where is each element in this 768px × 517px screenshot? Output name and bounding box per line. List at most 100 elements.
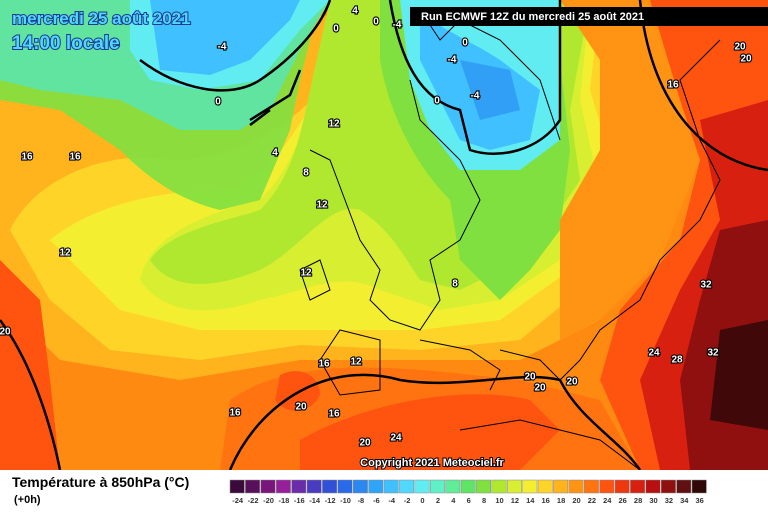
colorbar-swatch: [429, 479, 445, 494]
colorbar-swatch: [275, 479, 291, 494]
contour-label: 16: [328, 409, 340, 420]
contour-label: 0: [434, 96, 440, 107]
contour-label: 16: [21, 152, 33, 163]
colorbar-label: 30: [649, 496, 657, 505]
colorbar-swatch: [491, 479, 507, 494]
colorbar-label: 22: [588, 496, 596, 505]
colorbar-label: 26: [619, 496, 627, 505]
contour-label: -4: [393, 20, 402, 31]
contour-label: 20: [740, 54, 752, 65]
contour-label: 12: [350, 357, 362, 368]
contour-label: 20: [566, 377, 578, 388]
colorbar-label: -6: [373, 496, 380, 505]
colorbar-label: 20: [572, 496, 580, 505]
copyright: Copyright 2021 Meteociel.fr: [360, 457, 504, 469]
colorbar-swatch: [630, 479, 646, 494]
colorbar-swatch: [414, 479, 430, 494]
colorbar-label: 10: [495, 496, 503, 505]
isotherm-0: [139, 0, 562, 155]
contour-label: 20: [734, 42, 746, 53]
contour-label: 16: [667, 80, 679, 91]
contour-label: 24: [648, 348, 660, 359]
colorbar-label: 6: [467, 496, 471, 505]
colorbar-label: -10: [340, 496, 351, 505]
colorbar-swatch: [460, 479, 476, 494]
colorbar-label: 12: [511, 496, 519, 505]
contour-label: 32: [707, 348, 719, 359]
contour-label: 4: [352, 6, 358, 17]
colorbar-swatch: [645, 479, 661, 494]
contour-label: 0: [215, 97, 221, 108]
colorbar-label: 4: [451, 496, 456, 505]
colorbar-swatch: [553, 479, 569, 494]
colorbar-label: 18: [557, 496, 565, 505]
colorbar-label: 0: [420, 496, 424, 505]
colorbar-swatch: [476, 479, 492, 494]
colorbar-label: -8: [358, 496, 365, 505]
colorbar-swatch: [522, 479, 538, 494]
contour-label: -4: [448, 55, 457, 66]
colorbar-swatch: [506, 479, 522, 494]
legend-subtitle: (+0h): [14, 494, 41, 506]
colorbar-swatch: [352, 479, 368, 494]
colorbar-swatch: [660, 479, 676, 494]
colorbar-label: -4: [388, 496, 395, 505]
contour-label: 20: [359, 438, 371, 449]
colorbar-swatch: [599, 479, 615, 494]
temperature-field: [0, 0, 768, 470]
contour-label: 0: [462, 38, 468, 49]
colorbar-label: -16: [294, 496, 305, 505]
contour-label: 32: [700, 280, 712, 291]
contour-label: 12: [300, 268, 312, 279]
time-label: 14:00 locale: [12, 33, 120, 54]
colorbar-label: -22: [248, 496, 259, 505]
colorbar-swatch: [583, 479, 599, 494]
contour-label: 4: [272, 148, 278, 159]
contour-label: 16: [318, 359, 330, 370]
contour-label: 0: [373, 17, 379, 28]
contour-label: 12: [316, 200, 328, 211]
colorbar-label: 8: [482, 496, 486, 505]
colorbar-swatch: [337, 479, 353, 494]
colorbar-label: -2: [404, 496, 411, 505]
run-info: Run ECMWF 12Z du mercredi 25 août 2021: [421, 11, 644, 23]
colorbar-label: -20: [263, 496, 274, 505]
colorbar-label: -12: [325, 496, 336, 505]
colorbar-label: 16: [542, 496, 550, 505]
colorbar-swatch: [245, 479, 261, 494]
legend-title: Température à 850hPa (°C): [12, 474, 189, 490]
isotherm-20: [0, 0, 768, 470]
run-banner: [410, 7, 768, 26]
contour-label: 28: [671, 355, 683, 366]
colorbar-swatch: [399, 479, 415, 494]
contour-label: 16: [229, 408, 241, 419]
colorbar-swatch: [229, 479, 245, 494]
colorbar-swatch: [568, 479, 584, 494]
colorbar-swatch: [676, 479, 692, 494]
colorbar-swatch: [445, 479, 461, 494]
colorbar-swatch: [368, 479, 384, 494]
contour-label: 12: [59, 248, 71, 259]
colorbar-swatch: [691, 479, 707, 494]
contour-label: 20: [524, 372, 536, 383]
colorbar-label: 24: [603, 496, 612, 505]
contour-label: 20: [534, 383, 546, 394]
date-label: mercredi 25 août 2021: [12, 9, 191, 28]
colorbar-swatch: [322, 479, 338, 494]
colorbar-label: 34: [680, 496, 689, 505]
contour-label: -4: [218, 42, 227, 53]
contour-label: 0: [333, 24, 339, 35]
colorbar-label: 28: [634, 496, 642, 505]
colorbar-label: 14: [526, 496, 535, 505]
contour-label: 20: [295, 402, 307, 413]
colorbar-label: -24: [232, 496, 244, 505]
colorbar-swatch: [537, 479, 553, 494]
contour-label: -4: [471, 91, 480, 102]
contour-label: 8: [452, 279, 458, 290]
contour-label: 20: [0, 327, 11, 338]
contour-label: 16: [69, 152, 81, 163]
contour-label: 12: [328, 119, 340, 130]
colorbar-swatch: [614, 479, 630, 494]
